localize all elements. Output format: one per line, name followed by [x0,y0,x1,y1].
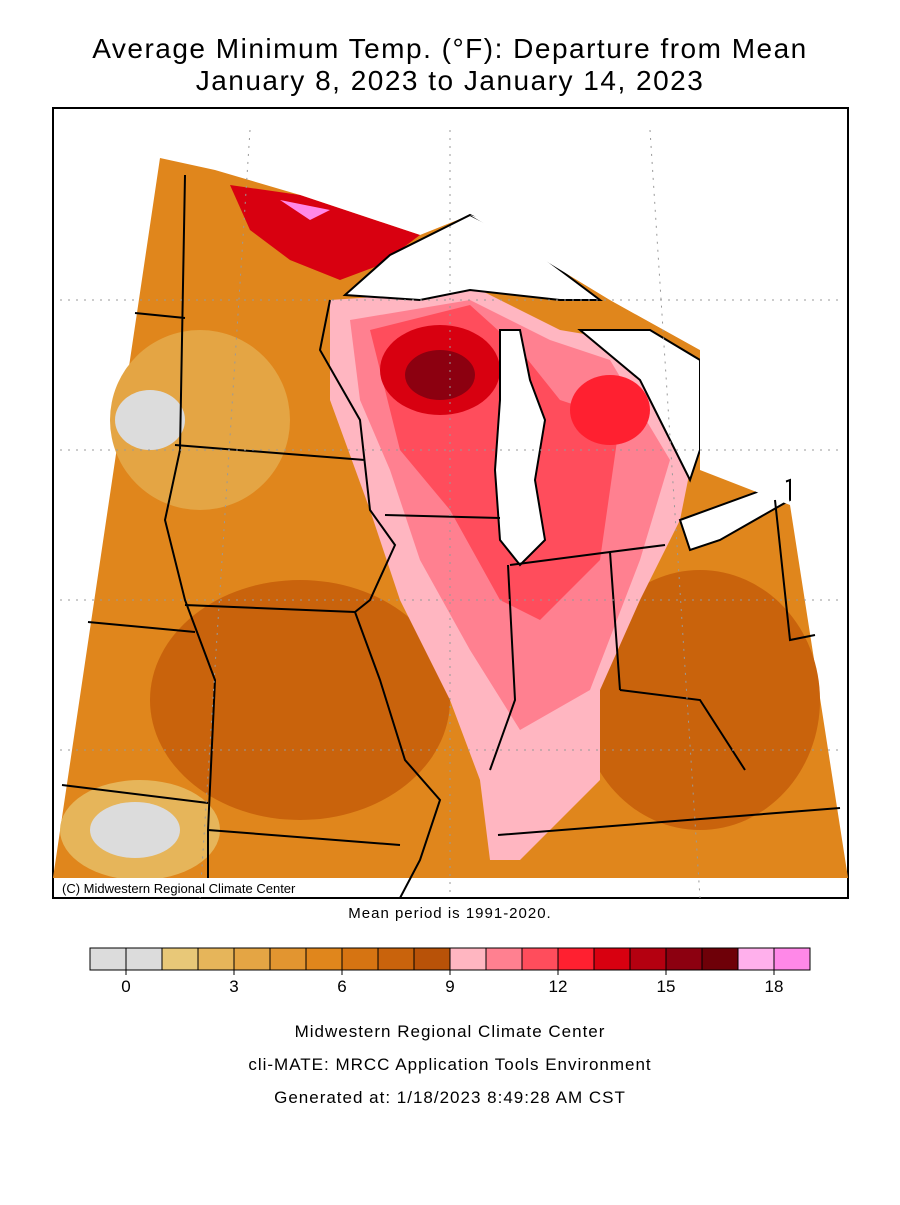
lake-superior [342,213,603,302]
legend-swatch [233,947,271,971]
credit: (C) Midwestern Regional Climate Center [62,881,296,896]
legend-swatch [413,947,451,971]
legend-label: 18 [765,977,784,996]
legend-swatch [89,947,127,971]
legend-swatch [161,947,199,971]
note: Mean period is 1991-2020. [348,905,551,922]
credit-box [54,878,338,897]
legend-swatch [341,947,379,971]
zone [230,185,420,280]
legend-swatch [557,947,595,971]
legend-swatch [197,947,235,971]
footer-line: cli-MATE: MRCC Application Tools Environ… [248,1055,651,1074]
legend-label: 6 [337,977,346,996]
map: (C) Midwestern Regional Climate Center [52,107,849,899]
legend-label: 0 [121,977,130,996]
legend-swatch [377,947,415,971]
zone [110,330,290,510]
footer-line: Midwestern Regional Climate Center [295,1022,606,1041]
title: Average Minimum Temp. (°F): Departure fr… [92,33,808,64]
zone [150,580,450,820]
legend: 0 3 6 9 12 15 18 [89,947,811,996]
zone [280,200,330,220]
legend-swatch [449,947,487,971]
legend-swatch [125,947,163,971]
legend-swatch [629,947,667,971]
legend-swatch [665,947,703,971]
lake-michigan [493,329,547,567]
legend-swatch [701,947,739,971]
legend-label: 9 [445,977,454,996]
legend-swatch [737,947,775,971]
graticule [60,129,840,899]
lake-huron [577,329,701,483]
legend-swatch [305,947,343,971]
zone [115,390,185,450]
outside-area [470,215,790,505]
subtitle: January 8, 2023 to January 14, 2023 [196,65,705,96]
zone [570,375,650,445]
legend-label: 15 [657,977,676,996]
state-lines [61,174,841,899]
legend-swatch [269,947,307,971]
zone [90,802,180,858]
legend-label: 3 [229,977,238,996]
legend-swatch [485,947,523,971]
legend-swatch [593,947,631,971]
legend-swatch [773,947,811,971]
zone [405,350,475,400]
footer-line: Generated at: 1/18/2023 8:49:28 AM CST [274,1088,626,1107]
legend-swatch [521,947,559,971]
legend-label: 12 [549,977,568,996]
